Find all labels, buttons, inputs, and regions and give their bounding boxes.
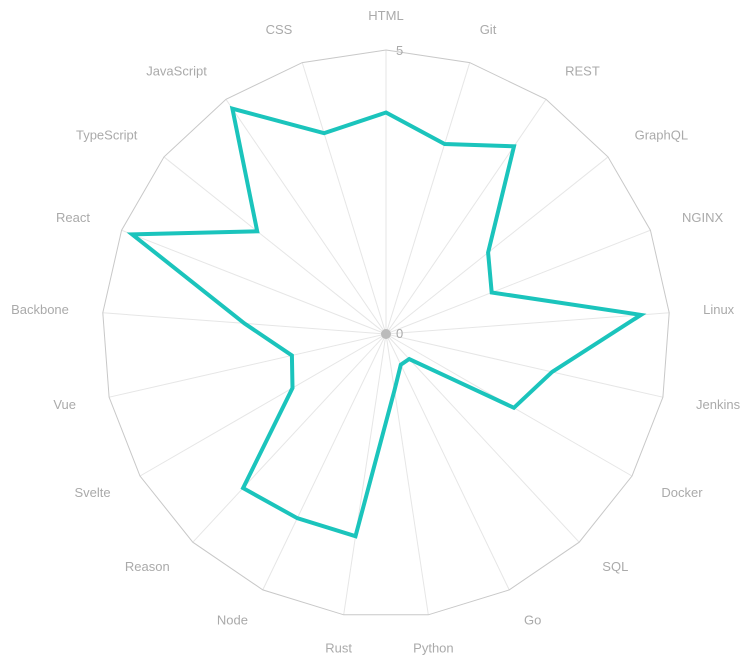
axis-label-python: Python	[413, 640, 453, 655]
axis-label-javascript: JavaScript	[146, 63, 207, 78]
tick-label-min: 0	[396, 326, 403, 341]
axis-spoke	[343, 333, 387, 615]
axis-label-css: CSS	[266, 22, 293, 37]
axis-label-graphql: GraphQL	[635, 128, 688, 143]
axis-label-node: Node	[217, 613, 248, 628]
axis-label-rest: REST	[565, 63, 600, 78]
axis-label-nginx: NGINX	[682, 210, 724, 225]
axis-label-html: HTML	[368, 8, 403, 23]
axis-spoke	[301, 62, 387, 335]
axis-spoke	[385, 333, 663, 398]
axis-label-svelte: Svelte	[74, 485, 110, 500]
axis-spoke	[385, 99, 547, 335]
axis-label-jenkins: Jenkins	[696, 397, 741, 412]
axis-spoke	[163, 156, 387, 335]
axis-spoke	[121, 229, 387, 335]
axis-label-vue: Vue	[53, 397, 76, 412]
tick-label-max: 5	[396, 43, 403, 58]
axis-label-reason: Reason	[125, 559, 170, 574]
axis-label-backbone: Backbone	[11, 302, 69, 317]
axis-label-react: React	[56, 210, 90, 225]
axis-spoke	[385, 333, 580, 543]
axis-label-typescript: TypeScript	[76, 128, 138, 143]
axis-spoke	[385, 229, 651, 335]
axis-spoke	[225, 99, 387, 335]
axis-label-git: Git	[480, 22, 497, 37]
axis-spoke	[192, 333, 387, 543]
axis-label-rust: Rust	[325, 640, 352, 655]
center-point	[381, 329, 391, 339]
axis-label-docker: Docker	[661, 485, 703, 500]
axis-spoke	[109, 333, 387, 398]
axis-spoke	[385, 156, 609, 335]
axis-spoke	[139, 333, 387, 477]
axis-label-sql: SQL	[602, 559, 628, 574]
axis-label-linux: Linux	[703, 302, 735, 317]
grid-ring	[102, 49, 670, 616]
axis-spoke	[385, 333, 510, 591]
axis-spoke	[385, 312, 670, 335]
axis-spoke	[385, 62, 471, 335]
axis-label-go: Go	[524, 613, 541, 628]
series-line	[126, 105, 647, 539]
axis-spoke	[262, 333, 387, 591]
axis-spoke	[385, 333, 429, 615]
